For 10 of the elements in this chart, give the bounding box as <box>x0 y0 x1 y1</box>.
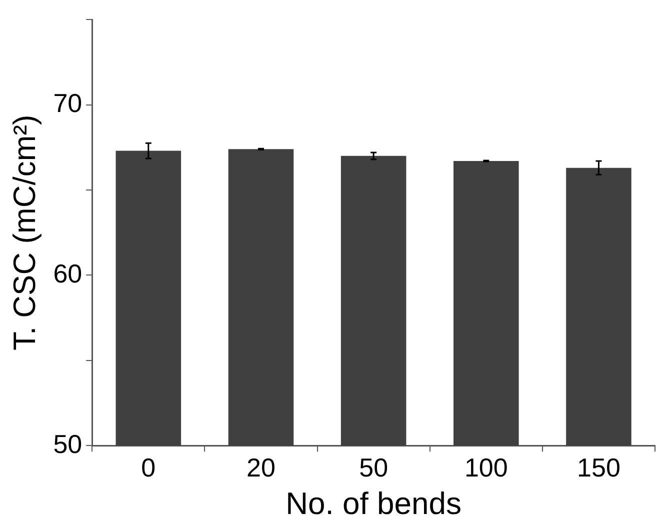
y-tick-label: 60 <box>53 258 82 288</box>
x-tick-label: 50 <box>359 452 388 482</box>
x-tick-label: 100 <box>464 452 508 482</box>
y-tick-label: 70 <box>53 88 82 118</box>
y-tick-label: 50 <box>53 428 82 459</box>
y-axis-title: T. CSC (mC/cm²) <box>7 114 42 351</box>
x-tick-label: 0 <box>141 452 156 482</box>
x-tick-label: 20 <box>246 452 276 482</box>
x-axis-title: No. of bends <box>286 486 462 521</box>
x-tick-label: 150 <box>577 452 620 482</box>
